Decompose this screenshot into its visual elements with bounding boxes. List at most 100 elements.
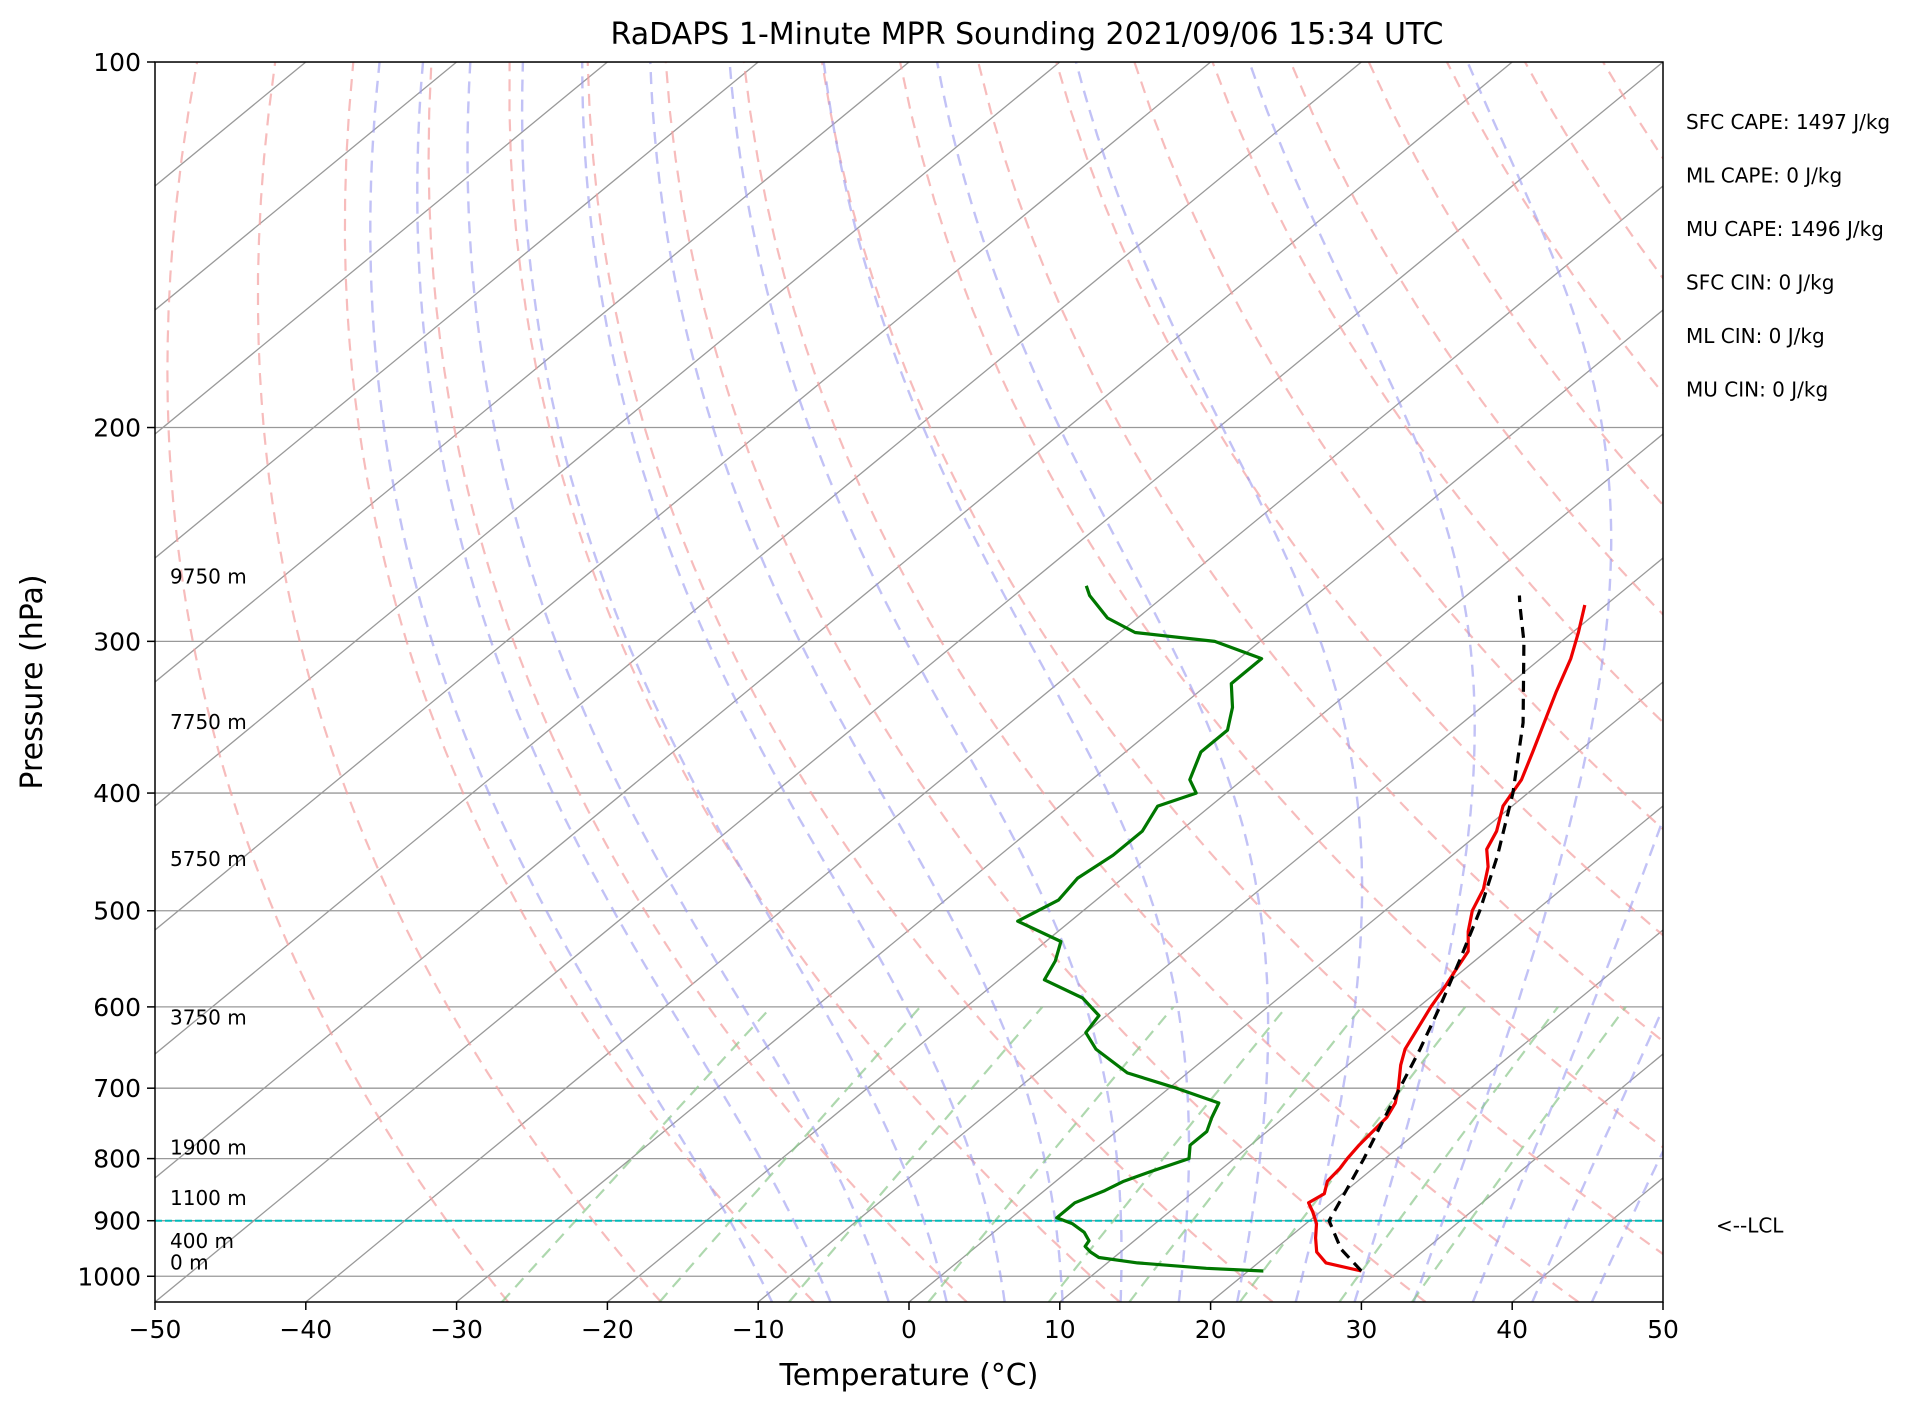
mixing-ratio-line bbox=[501, 1006, 773, 1302]
x-tick-label: 0 bbox=[901, 1315, 917, 1344]
mixing-ratio-line bbox=[1128, 1006, 1363, 1302]
mixing-ratio-line bbox=[1047, 1006, 1288, 1302]
height-label: 400 m bbox=[170, 1229, 234, 1253]
index-text: MU CIN: 0 J/kg bbox=[1686, 378, 1828, 402]
x-tick-label: 20 bbox=[1195, 1315, 1227, 1344]
x-tick-label: 10 bbox=[1044, 1315, 1076, 1344]
height-label: 7750 m bbox=[170, 710, 247, 734]
y-tick-label: 300 bbox=[93, 627, 141, 656]
isotherm-line bbox=[155, 62, 759, 559]
moist-adiabat-line bbox=[581, 62, 1006, 1302]
moist-adiabat-line bbox=[1471, 816, 1663, 1302]
isotherm-line bbox=[155, 62, 1513, 1179]
moist-adiabat-line bbox=[466, 62, 890, 1302]
moist-adiabat-line bbox=[935, 62, 1270, 1302]
moist-adiabat-line bbox=[1074, 62, 1364, 1302]
mixing-ratio-line bbox=[927, 1006, 1175, 1302]
index-text: ML CIN: 0 J/kg bbox=[1686, 324, 1825, 348]
mixing-ratio-line bbox=[788, 1006, 1044, 1302]
isotherm-line bbox=[456, 309, 1663, 1302]
isotherm-line bbox=[155, 62, 458, 311]
moist-adiabat-line bbox=[728, 62, 1123, 1302]
isotherm-line bbox=[155, 62, 1362, 1055]
height-label: 5750 m bbox=[170, 847, 247, 871]
isotherm-line bbox=[1210, 929, 1663, 1302]
dry-adiabat-line bbox=[1367, 62, 1663, 507]
isotherm-line bbox=[606, 433, 1663, 1302]
dry-adiabat-line bbox=[1681, 62, 1925, 1302]
x-tick-label: −50 bbox=[129, 1315, 182, 1344]
height-label: 1900 m bbox=[170, 1136, 247, 1160]
annotations: 9750 m 7750 m 5750 m 3750 m 1900 m 1100 m 400 … bbox=[170, 110, 1890, 1275]
isotherm-line bbox=[1059, 805, 1663, 1302]
height-label: 9750 m bbox=[170, 565, 247, 589]
isotherm-line bbox=[1662, 1301, 1663, 1302]
y-tick-label: 100 bbox=[93, 48, 141, 77]
isotherm-line bbox=[155, 62, 608, 435]
dry-adiabat-line bbox=[1445, 62, 1663, 395]
chart-title: RaDAPS 1-Minute MPR Sounding 2021/09/06 … bbox=[611, 17, 1444, 52]
isotherm-line bbox=[908, 681, 1663, 1302]
dry-adiabat-line bbox=[166, 62, 509, 1302]
dry-adiabat-line bbox=[664, 62, 1427, 1302]
height-label: 3750 m bbox=[170, 1005, 247, 1029]
dry-adiabat-line bbox=[343, 62, 815, 1302]
y-tick-label: 700 bbox=[93, 1074, 141, 1103]
moist-adiabat-line bbox=[416, 62, 832, 1302]
profile-lines bbox=[155, 585, 1663, 1273]
y-axis-label: Pressure (hPa) bbox=[15, 574, 50, 789]
moist-adiabat-line bbox=[369, 62, 774, 1302]
index-text: MU CAPE: 1496 J/kg bbox=[1686, 217, 1884, 241]
moist-adiabat-line bbox=[822, 62, 1191, 1302]
dry-adiabat-line bbox=[256, 62, 662, 1302]
mixing-ratio-line bbox=[1239, 1006, 1467, 1302]
y-tick-label: 1000 bbox=[77, 1262, 141, 1291]
isotherm-line bbox=[155, 62, 910, 683]
dry-adiabat-line bbox=[977, 62, 1663, 1043]
profile-series-1 bbox=[1016, 585, 1264, 1273]
dry-adiabat-line bbox=[1055, 62, 1663, 937]
x-tick-label: −10 bbox=[732, 1315, 785, 1344]
lcl-label: <--LCL bbox=[1716, 1214, 1784, 1238]
mixing-ratio-line bbox=[658, 1006, 922, 1302]
height-label: 0 m bbox=[170, 1251, 209, 1275]
moist-adiabat-line bbox=[1531, 1005, 1663, 1302]
isotherm-line bbox=[305, 185, 1663, 1302]
moist-adiabat-line bbox=[1412, 62, 1613, 1302]
dry-adiabat-line bbox=[1916, 62, 1925, 1302]
moist-adiabat-line bbox=[520, 62, 948, 1302]
y-tick-label: 800 bbox=[93, 1145, 141, 1174]
mixing-ratio-line bbox=[1411, 1006, 1627, 1302]
x-tick-label: 50 bbox=[1647, 1315, 1679, 1344]
isotherm-line bbox=[1360, 1053, 1663, 1302]
y-tick-label: 600 bbox=[93, 993, 141, 1022]
dry-adiabat-line bbox=[427, 62, 968, 1302]
dry-adiabat-line bbox=[1524, 62, 1663, 280]
dry-adiabat-line bbox=[1759, 62, 1925, 1302]
moist-adiabat-line bbox=[1248, 62, 1476, 1302]
dry-adiabat-line bbox=[508, 62, 1121, 1302]
dry-adiabat-line bbox=[899, 62, 1663, 1149]
profile-series-0 bbox=[1307, 604, 1587, 1273]
x-tick-label: −30 bbox=[430, 1315, 483, 1344]
moist-adiabat-line bbox=[649, 62, 1064, 1302]
dry-adiabat-line bbox=[586, 62, 1274, 1302]
background-lines bbox=[155, 62, 1925, 1302]
x-tick-label: −20 bbox=[581, 1315, 634, 1344]
dry-adiabat-line bbox=[1133, 62, 1663, 831]
y-tick-label: 500 bbox=[93, 897, 141, 926]
y-tick-label: 900 bbox=[93, 1207, 141, 1236]
index-text: SFC CAPE: 1497 J/kg bbox=[1686, 110, 1890, 134]
mixing-ratio-line bbox=[1338, 1006, 1559, 1302]
x-tick-label: 30 bbox=[1345, 1315, 1377, 1344]
x-tick-label: −40 bbox=[279, 1315, 332, 1344]
isotherm-line bbox=[757, 557, 1663, 1302]
index-text: SFC CIN: 0 J/kg bbox=[1686, 271, 1834, 295]
dry-adiabat-line bbox=[1837, 62, 1925, 1302]
height-label: 1100 m bbox=[170, 1186, 247, 1210]
isotherm-line bbox=[155, 62, 1061, 807]
dry-adiabat-line bbox=[742, 62, 1580, 1302]
dry-adiabat-line bbox=[820, 62, 1663, 1256]
y-tick-label: 400 bbox=[93, 779, 141, 808]
